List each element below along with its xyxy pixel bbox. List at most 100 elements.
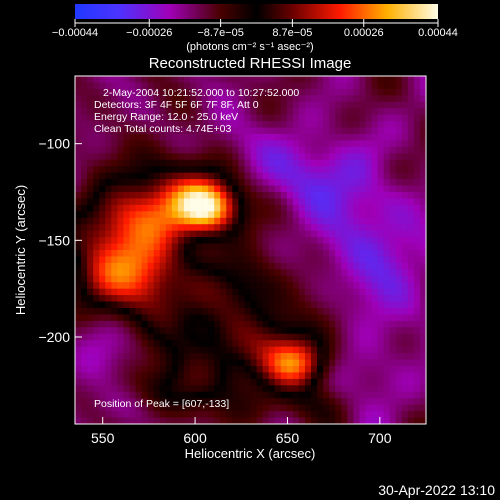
heatmap-cell xyxy=(383,378,391,386)
heatmap-cell xyxy=(377,366,384,373)
heatmap-cell xyxy=(196,262,203,270)
heatmap-cell xyxy=(353,82,360,90)
heatmap-cell xyxy=(177,333,185,341)
heatmap-cell xyxy=(280,372,288,380)
heatmap-cell xyxy=(286,288,294,296)
heatmap-cell xyxy=(87,275,94,283)
heatmap-cell xyxy=(419,404,426,412)
heatmap-cell xyxy=(407,159,415,167)
heatmap-cell xyxy=(268,269,276,277)
heatmap-cell xyxy=(165,185,173,193)
heatmap-cell xyxy=(208,385,215,393)
heatmap-cell xyxy=(395,372,403,380)
heatmap-cell xyxy=(353,230,360,238)
heatmap-cell xyxy=(153,288,161,296)
heatmap-cell xyxy=(135,366,142,373)
heatmap-cell xyxy=(250,320,257,328)
heatmap-cell xyxy=(292,217,300,225)
heatmap-cell xyxy=(341,262,348,270)
heatmap-cell xyxy=(347,366,354,373)
heatmap-cell xyxy=(123,101,130,109)
heatmap-cell xyxy=(335,372,342,380)
heatmap-cell xyxy=(183,159,191,167)
heatmap-cell xyxy=(292,224,300,232)
heatmap-cell xyxy=(141,204,148,212)
heatmap-cell xyxy=(93,82,100,90)
heatmap-cell xyxy=(202,411,209,418)
heatmap-cell xyxy=(177,237,185,244)
heatmap-cell xyxy=(323,76,330,83)
heatmap-cell xyxy=(123,372,130,380)
heatmap-cell xyxy=(117,385,124,393)
heatmap-cell xyxy=(220,88,227,96)
heatmap-cell xyxy=(329,256,336,264)
heatmap-cell xyxy=(419,166,426,174)
heatmap-cell xyxy=(274,121,282,128)
heatmap-cell xyxy=(359,114,366,122)
heatmap-cell xyxy=(81,95,88,103)
heatmap-cell xyxy=(129,134,136,141)
heatmap-cell xyxy=(419,398,426,406)
heatmap-cell xyxy=(111,192,118,199)
heatmap-cell xyxy=(177,320,185,328)
heatmap-cell xyxy=(105,340,112,348)
heatmap-cell xyxy=(250,140,257,148)
heatmap-cell xyxy=(311,372,318,380)
heatmap-cell xyxy=(183,101,191,109)
heatmap-cell xyxy=(413,333,421,341)
heatmap-cell xyxy=(329,353,336,360)
heatmap-cell xyxy=(232,108,239,116)
heatmap-cell xyxy=(274,153,282,161)
heatmap-cell xyxy=(117,301,124,309)
heatmap-cell xyxy=(401,179,409,186)
heatmap-cell xyxy=(117,179,124,186)
heatmap-cell xyxy=(371,262,378,270)
heatmap-cell xyxy=(419,146,426,154)
heatmap-cell xyxy=(153,333,161,341)
heatmap-cell xyxy=(183,95,191,103)
heatmap-cell xyxy=(359,308,366,315)
heatmap-cell xyxy=(341,301,348,309)
heatmap-cell xyxy=(371,121,378,128)
heatmap-cell xyxy=(280,76,288,83)
heatmap-cell xyxy=(123,146,130,154)
heatmap-cell xyxy=(371,166,378,174)
heatmap-cell xyxy=(401,153,409,161)
heatmap-cell xyxy=(256,217,263,225)
heatmap-cell xyxy=(292,320,300,328)
heatmap-cell xyxy=(214,275,221,283)
heatmap-cell xyxy=(335,159,342,167)
heatmap-cell xyxy=(298,320,306,328)
heatmap-cell xyxy=(298,308,306,315)
heatmap-cell xyxy=(81,134,88,141)
heatmap-cell xyxy=(371,385,378,393)
heatmap-cell xyxy=(323,243,330,251)
heatmap-cell xyxy=(226,95,233,103)
heatmap-cell xyxy=(159,153,167,161)
heatmap-cell xyxy=(323,301,330,309)
heatmap-cell xyxy=(141,159,148,167)
heatmap-cell xyxy=(238,411,245,418)
heatmap-cell xyxy=(329,211,336,219)
heatmap-cell xyxy=(286,108,294,116)
heatmap-cell xyxy=(165,114,173,122)
heatmap-cell xyxy=(208,192,215,199)
heatmap-cell xyxy=(129,237,136,244)
heatmap-cell xyxy=(105,179,112,186)
heatmap-cell xyxy=(341,269,348,277)
heatmap-cell xyxy=(353,153,360,161)
heatmap-cell xyxy=(298,411,306,418)
heatmap-cell xyxy=(389,417,397,424)
heatmap-cell xyxy=(81,366,88,373)
heatmap-cell xyxy=(220,256,227,264)
heatmap-cell xyxy=(298,192,306,199)
heatmap-cell xyxy=(244,76,251,83)
heatmap-cell xyxy=(359,333,366,341)
heatmap-cell xyxy=(341,237,348,244)
heatmap-cell xyxy=(250,404,257,412)
heatmap-cell xyxy=(171,153,179,161)
heatmap-cell xyxy=(250,121,257,128)
heatmap-cell xyxy=(407,121,415,128)
heatmap-cell xyxy=(353,192,360,199)
heatmap-cell xyxy=(93,398,100,406)
